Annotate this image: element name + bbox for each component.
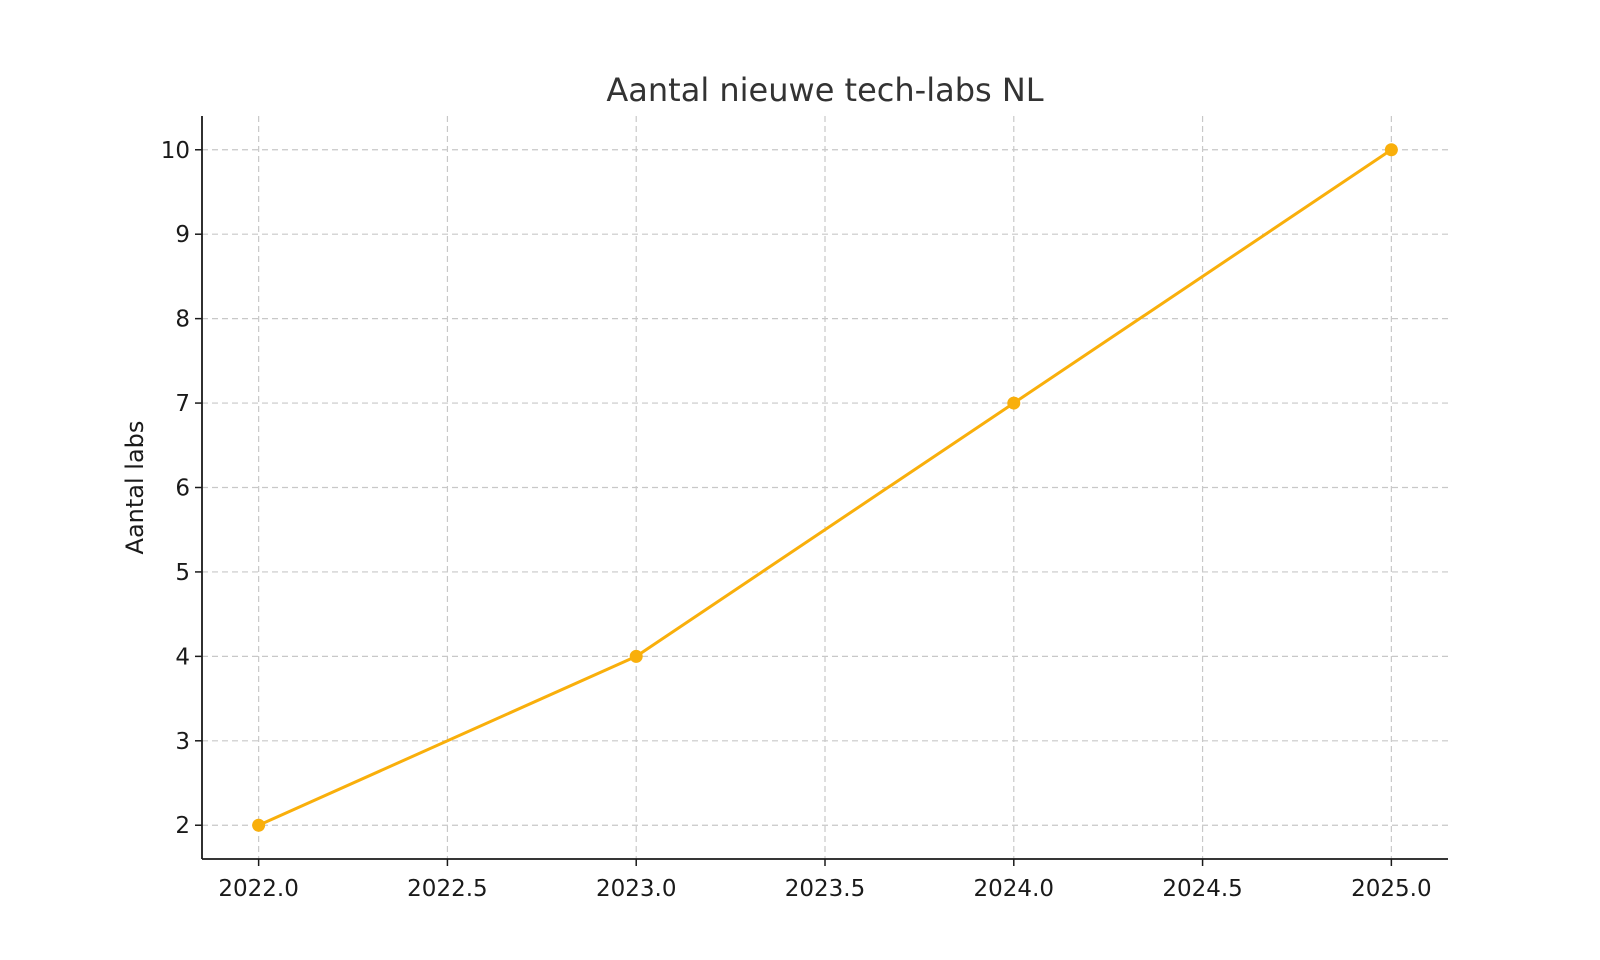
- x-tick-label: 2025.0: [1351, 876, 1431, 902]
- y-tick-label: 7: [175, 391, 190, 417]
- x-tick-label: 2022.0: [218, 876, 298, 902]
- x-tick-label: 2022.5: [407, 876, 487, 902]
- data-point: [1007, 396, 1021, 410]
- x-tick-label: 2024.5: [1162, 876, 1242, 902]
- data-point: [252, 818, 266, 832]
- x-tick-label: 2024.0: [974, 876, 1054, 902]
- x-axis-ticks: 2022.0 2022.5 2023.0 2023.5 2024.0 2024.5 2025…: [218, 859, 1432, 902]
- y-tick-label: 4: [175, 644, 190, 670]
- y-tick-label: 3: [175, 729, 190, 755]
- y-tick-label: 10: [161, 138, 190, 164]
- x-tick-label: 2023.5: [785, 876, 865, 902]
- data-point: [1384, 143, 1398, 157]
- series-line: [257, 148, 1393, 827]
- x-tick-label: 2023.0: [596, 876, 676, 902]
- y-tick-label: 9: [175, 222, 190, 248]
- y-tick-label: 8: [175, 307, 190, 333]
- y-axis-label: Aantal labs: [121, 421, 149, 555]
- y-tick-label: 6: [175, 476, 190, 502]
- data-point: [629, 649, 643, 663]
- chart-title: Aantal nieuwe tech-labs NL: [606, 71, 1043, 109]
- y-tick-label: 5: [175, 560, 190, 586]
- y-axis-ticks: 2 3 4 5 6 7 8 9 10: [161, 138, 202, 839]
- series-layer: [252, 143, 1398, 832]
- grid-layer: [202, 116, 1448, 859]
- y-tick-label: 2: [175, 813, 190, 839]
